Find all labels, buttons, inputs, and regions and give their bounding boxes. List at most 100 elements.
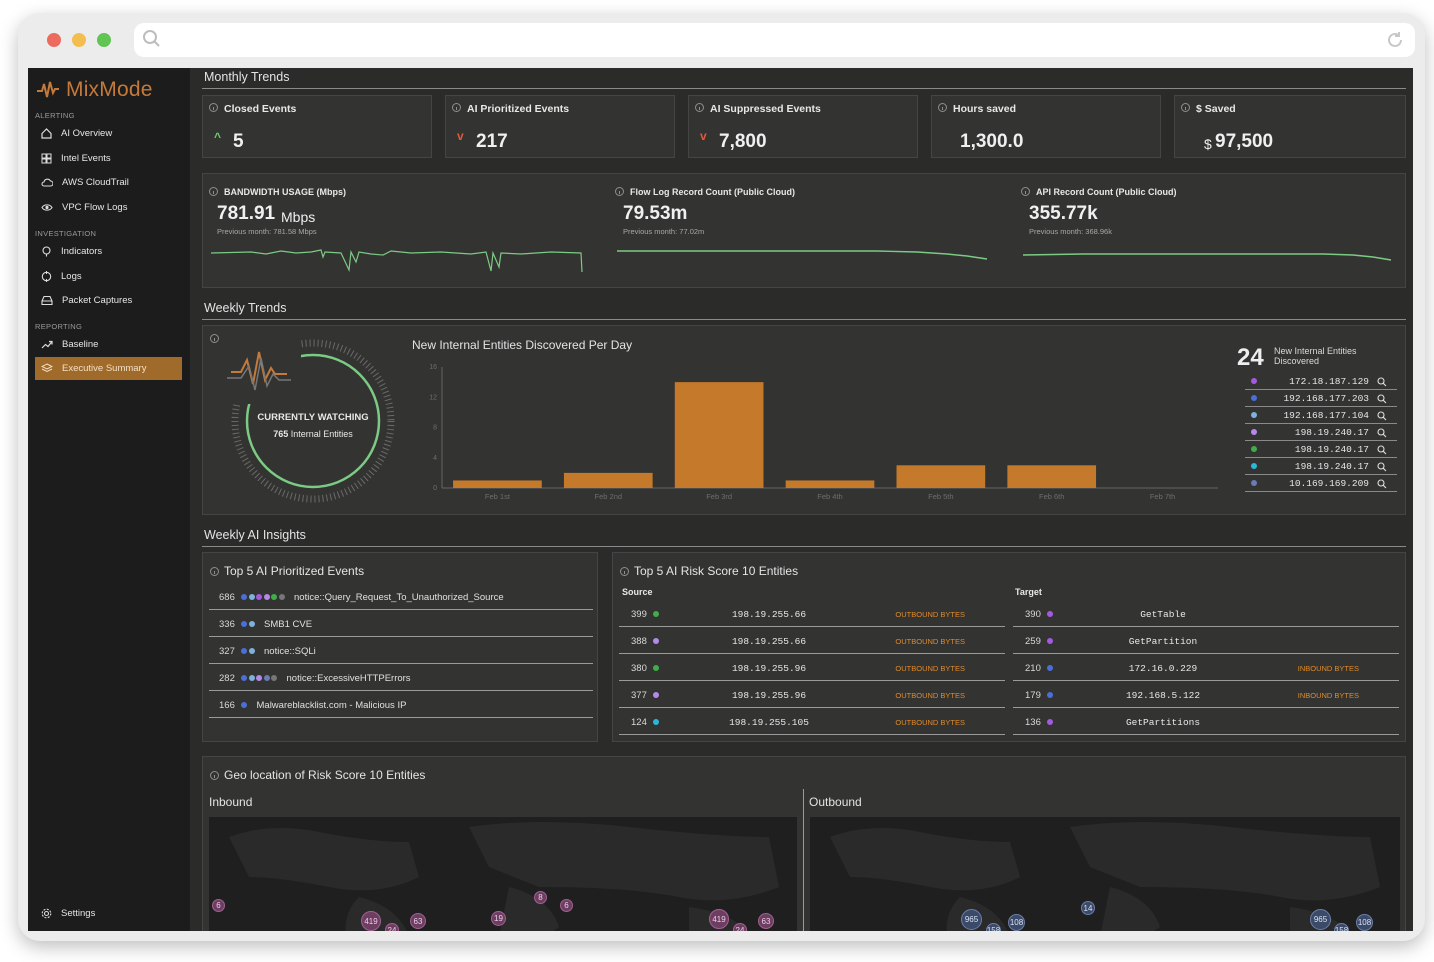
kpi-ai-prioritized-events[interactable]: AI Prioritized Events v 217 [445, 95, 675, 158]
entity-color-dot [1251, 480, 1257, 486]
address-bar[interactable] [134, 23, 1415, 57]
info-icon[interactable] [695, 103, 704, 112]
browser-window: MixMode ALERTING AI Overview Intel Event… [18, 13, 1425, 941]
map-bubble[interactable]: 6 [560, 899, 573, 912]
map-bubble[interactable]: 158 [986, 923, 1001, 931]
map-bubble[interactable]: 108 [1008, 914, 1025, 931]
map-bubble[interactable]: 19 [491, 911, 506, 926]
map-bubble[interactable]: 158 [1334, 923, 1349, 931]
sidebar-item-aws-cloudtrail[interactable]: AWS CloudTrail [35, 171, 182, 194]
map-bubble[interactable]: 14 [1081, 901, 1095, 915]
table-row[interactable]: 380 198.19.255.96 OUTBOUND BYTES [619, 654, 1005, 681]
bar[interactable] [896, 465, 986, 488]
risk-count: 388 [631, 636, 647, 647]
table-row[interactable]: 390 GetTable [1013, 600, 1399, 627]
entity-row[interactable]: 198.19.240.17 [1245, 424, 1397, 441]
info-icon[interactable] [209, 187, 218, 196]
list-item[interactable]: 327 notice::SQLi [209, 637, 593, 664]
map-bubble[interactable]: 419 [709, 909, 729, 929]
entity-row[interactable]: 172.18.187.129 [1245, 373, 1397, 390]
entity-ip: 192.168.177.104 [1283, 410, 1369, 421]
map-bubble[interactable]: 63 [758, 913, 774, 929]
reload-icon[interactable] [1385, 30, 1405, 55]
inbound-map[interactable]: 6 419 24 63 19 8 6 419 24 63 [209, 817, 797, 931]
entity-row[interactable]: 198.19.240.17 [1245, 441, 1397, 458]
sidebar-item-baseline[interactable]: Baseline [35, 333, 182, 356]
sidebar-item-packet-captures[interactable]: Packet Captures [35, 289, 182, 312]
event-label: Malwareblacklist.com - Malicious IP [256, 700, 407, 711]
kpi-closed-events[interactable]: Closed Events ^ 5 [202, 95, 432, 158]
bulb-icon [42, 246, 51, 257]
kpi-hours-saved[interactable]: Hours saved 1,300.0 [931, 95, 1161, 158]
map-bubble[interactable]: 63 [410, 913, 426, 929]
info-icon[interactable] [1021, 187, 1030, 196]
info-icon[interactable] [615, 187, 624, 196]
bar[interactable] [674, 382, 764, 488]
top5-list: 686 notice::Query_Request_To_Unauthorized… [209, 583, 593, 718]
sidebar-item-logs[interactable]: Logs [35, 265, 182, 288]
info-icon[interactable] [210, 334, 219, 343]
maximize-window-button[interactable] [97, 33, 111, 47]
list-item[interactable]: 336 SMB1 CVE [209, 610, 593, 637]
search-icon[interactable] [1377, 411, 1387, 421]
entity-row[interactable]: 192.168.177.203 [1245, 390, 1397, 407]
kpi-ai-suppressed-events[interactable]: AI Suppressed Events v 7,800 [688, 95, 918, 158]
minimize-window-button[interactable] [72, 33, 86, 47]
map-bubble[interactable]: 965 [1310, 909, 1331, 930]
search-icon[interactable] [1377, 377, 1387, 387]
kpi-dollars-saved[interactable]: $ Saved $ 97,500 [1174, 95, 1406, 158]
info-icon[interactable] [620, 567, 629, 576]
info-icon[interactable] [938, 103, 947, 112]
search-icon[interactable] [1377, 479, 1387, 489]
map-bubble[interactable]: 419 [361, 911, 381, 931]
map-bubble[interactable]: 6 [212, 899, 225, 912]
bar[interactable] [453, 480, 542, 488]
map-bubble[interactable]: 8 [534, 891, 547, 904]
outbound-map[interactable]: 965 158 108 14 965 158 108 [810, 817, 1400, 931]
bar[interactable] [1007, 465, 1097, 488]
sidebar-item-vpc-flow-logs[interactable]: VPC Flow Logs [35, 196, 182, 219]
info-icon[interactable] [209, 103, 218, 112]
world-map-shape [830, 822, 1380, 931]
sidebar-item-intel-events[interactable]: Intel Events [35, 147, 182, 170]
map-bubble[interactable]: 108 [1356, 914, 1373, 931]
table-row[interactable]: 210 172.16.0.229 INBOUND BYTES [1013, 654, 1399, 681]
list-item[interactable]: 686 notice::Query_Request_To_Unauthorized… [209, 583, 593, 610]
info-icon[interactable] [452, 103, 461, 112]
brand-logo[interactable]: MixMode [36, 78, 153, 102]
close-window-button[interactable] [47, 33, 61, 47]
entity-color-dot [1047, 665, 1053, 671]
sidebar-item-ai-overview[interactable]: AI Overview [35, 122, 182, 145]
sidebar-item-executive-summary[interactable]: Executive Summary [35, 357, 182, 380]
table-row[interactable]: 388 198.19.255.66 OUTBOUND BYTES [619, 627, 1005, 654]
table-row[interactable]: 399 198.19.255.66 OUTBOUND BYTES [619, 600, 1005, 627]
entity-row[interactable]: 192.168.177.104 [1245, 407, 1397, 424]
table-row[interactable]: 136 GetPartitions [1013, 708, 1399, 735]
list-item[interactable]: 282 notice::ExcessiveHTTPErrors [209, 664, 593, 691]
event-count: 686 [219, 592, 235, 603]
search-icon[interactable] [1377, 428, 1387, 438]
search-icon[interactable] [1377, 394, 1387, 404]
map-bubble[interactable]: 24 [385, 923, 399, 931]
sidebar-item-settings[interactable]: Settings [35, 902, 182, 925]
bar[interactable] [785, 480, 875, 488]
sidebar-item-indicators[interactable]: Indicators [35, 240, 182, 263]
source-table: 399 198.19.255.66 OUTBOUND BYTES 388 198.19.… [619, 600, 1005, 735]
table-row[interactable]: 179 192.168.5.122 INBOUND BYTES [1013, 681, 1399, 708]
info-icon[interactable] [210, 771, 219, 780]
search-icon[interactable] [1377, 445, 1387, 455]
table-row[interactable]: 124 198.19.255.105 OUTBOUND BYTES [619, 708, 1005, 735]
map-bubble[interactable]: 24 [733, 923, 747, 931]
map-bubble[interactable]: 965 [961, 909, 982, 930]
table-row[interactable]: 377 198.19.255.96 OUTBOUND BYTES [619, 681, 1005, 708]
list-item[interactable]: 166 Malwareblacklist.com - Malicious IP [209, 691, 593, 718]
info-icon[interactable] [210, 567, 219, 576]
table-row[interactable]: 259 GetPartition [1013, 627, 1399, 654]
bar[interactable] [563, 472, 653, 488]
category-dot [248, 648, 255, 654]
search-icon[interactable] [1377, 462, 1387, 472]
entity-row[interactable]: 198.19.240.17 [1245, 458, 1397, 475]
entity-row[interactable]: 10.169.169.209 [1245, 475, 1397, 492]
metric-value: 355.77k [1029, 203, 1098, 224]
info-icon[interactable] [1181, 103, 1190, 112]
